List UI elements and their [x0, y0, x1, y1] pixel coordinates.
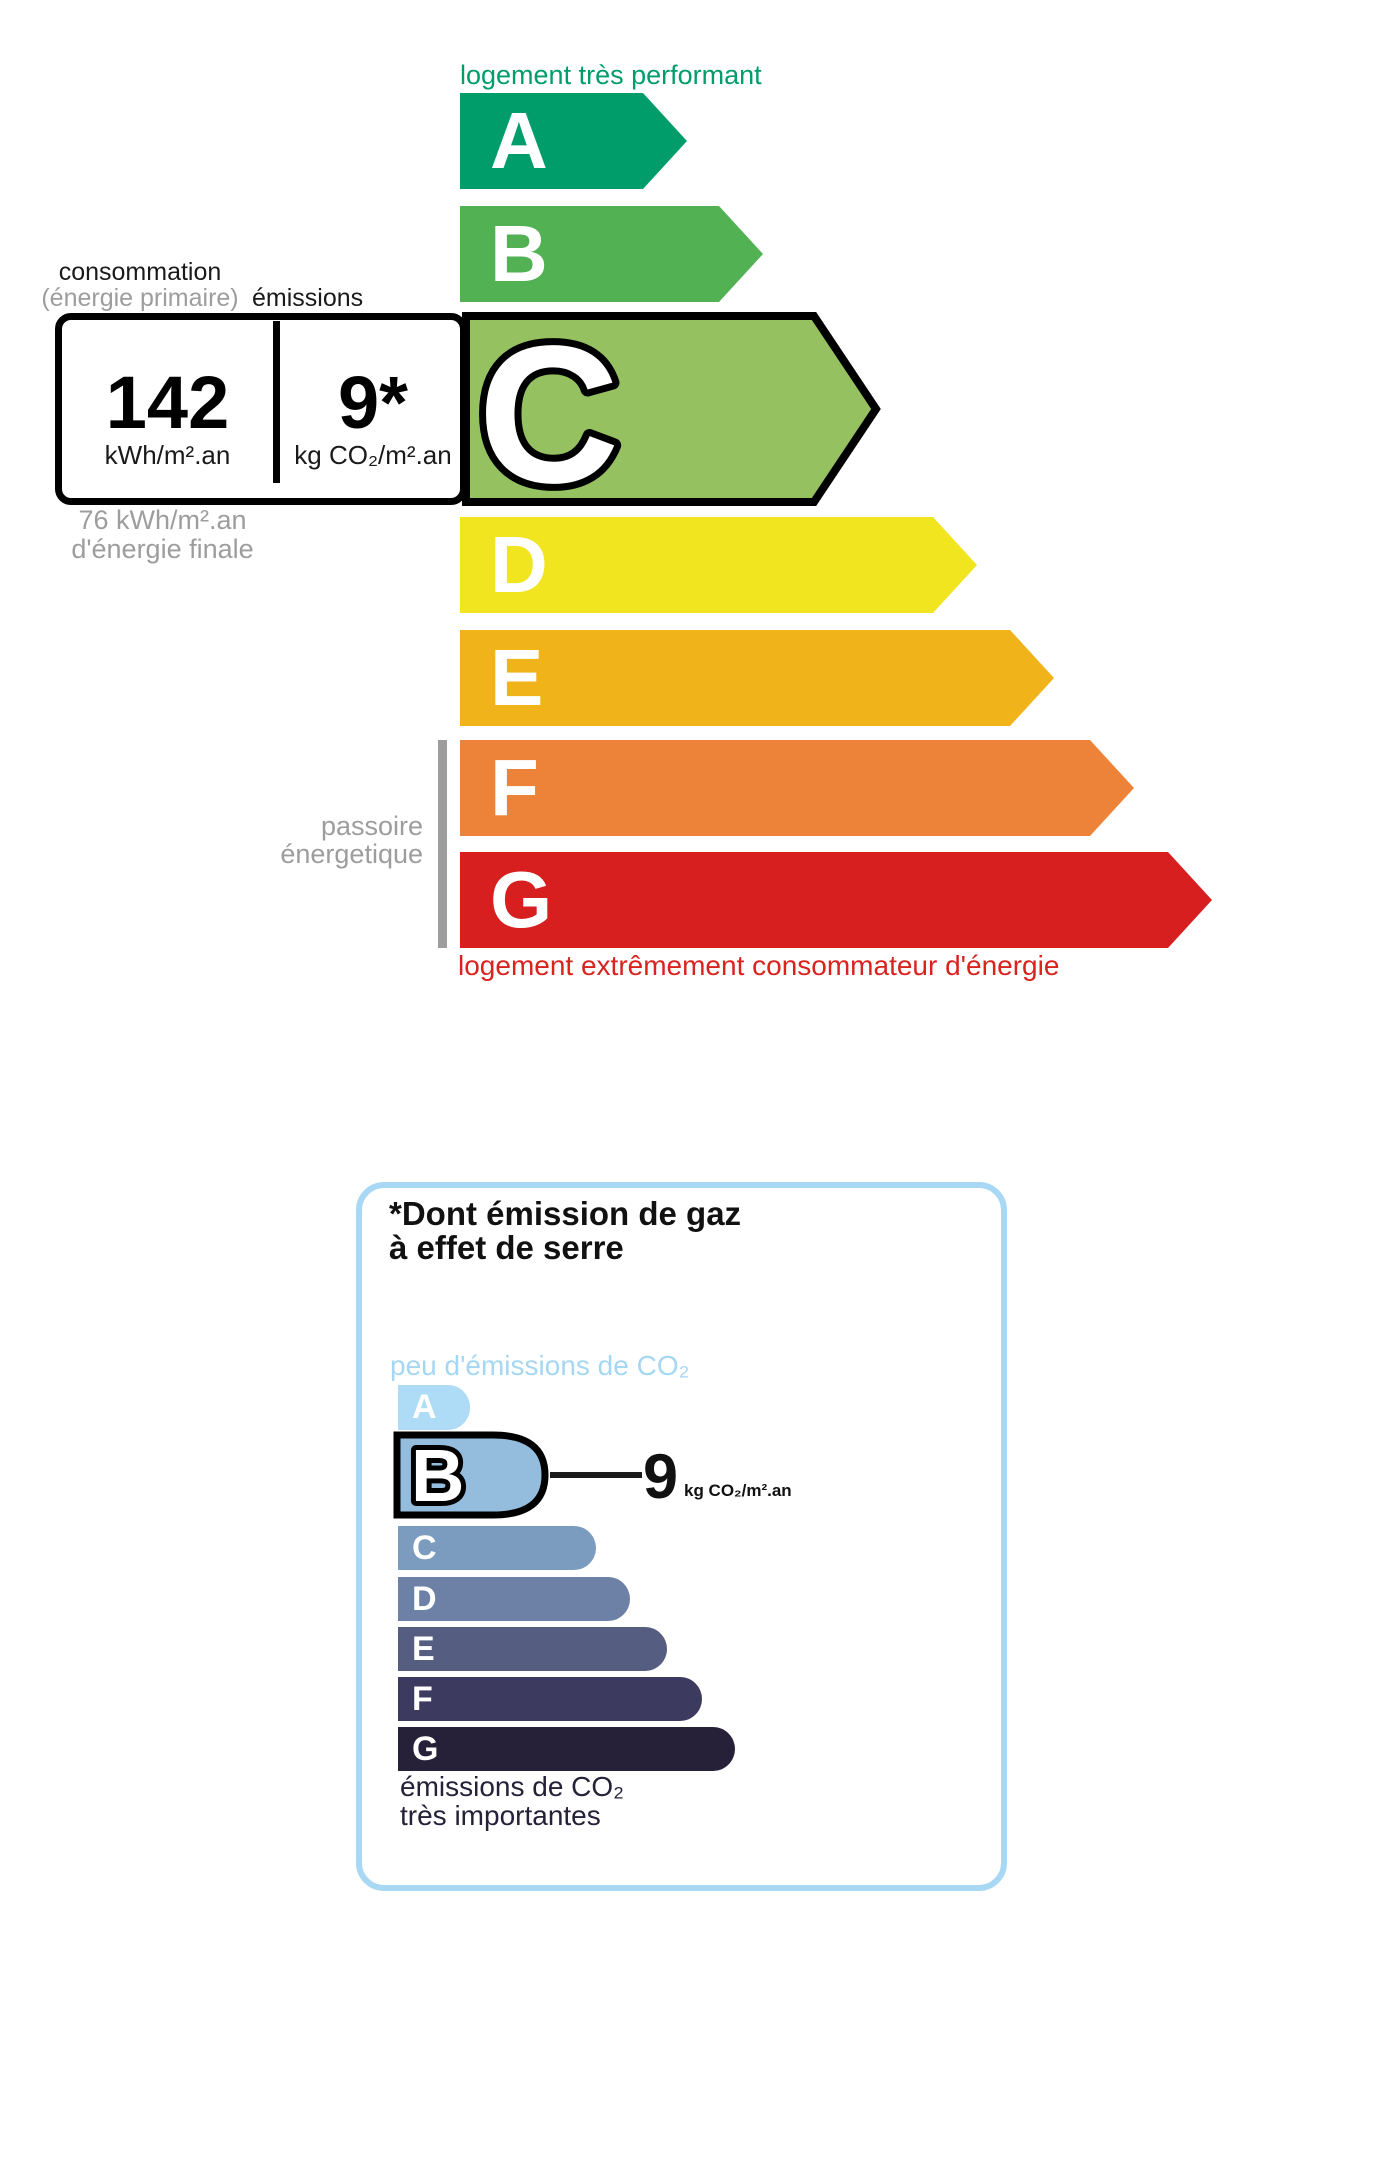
co2-bar-b-letter: B — [411, 1434, 464, 1517]
high-co2-label-line1: émissions de CO₂ — [400, 1771, 625, 1802]
co2-bar-f: F — [398, 1677, 702, 1721]
energy-arrow-g: G — [460, 852, 1212, 948]
primary-energy-subheader: (énergie primaire) — [41, 284, 239, 312]
consumption-value-box — [55, 313, 467, 505]
co2-emissions-value: 9* — [338, 361, 408, 444]
energy-arrow-e: E — [460, 630, 1054, 726]
co2-bar-b-shape — [393, 1431, 549, 1519]
energy-arrow-b: B — [460, 206, 763, 302]
energy-arrow-g-letter: G — [490, 855, 553, 944]
final-energy-note: 76 kWh/m².an d'énergie finale — [40, 506, 285, 564]
value-box-divider — [273, 321, 280, 483]
energy-consumption-unit: kWh/m².an — [104, 440, 231, 470]
passoire-label: passoire énergetique — [223, 812, 423, 868]
co2-bar-e: E — [398, 1627, 667, 1671]
final-energy-line2: d'énergie finale — [71, 534, 254, 564]
co2-bar-d-letter: D — [412, 1580, 437, 1618]
energy-arrow-f: F — [460, 740, 1134, 836]
co2-bar-e-letter: E — [412, 1630, 435, 1668]
energy-arrow-a-letter: A — [490, 96, 548, 185]
high-co2-label-line2: très importantes — [400, 1800, 601, 1831]
consumption-header: consommation — [58, 258, 222, 286]
high-co2-label: émissions de CO₂ très importantes — [400, 1772, 624, 1830]
co2-bar-c-letter: C — [412, 1529, 437, 1567]
co2-bar-g: G — [398, 1727, 735, 1771]
co2-bar-a-letter: A — [412, 1388, 437, 1426]
energy-arrow-d-letter: D — [490, 520, 548, 609]
co2-panel-value: 9 — [643, 1442, 679, 1512]
ghg-panel-title-line2: à effet de serre — [389, 1229, 624, 1266]
co2-value-pointer-line — [550, 1472, 642, 1478]
co2-bar-g-letter: G — [412, 1730, 439, 1768]
top-performance-label: logement très performant — [460, 60, 762, 90]
passoire-label-line1: passoire — [320, 811, 423, 841]
energy-arrow-a: A — [460, 93, 687, 189]
energy-arrow-d: D — [460, 517, 977, 613]
energy-arrow-f-letter: F — [490, 743, 539, 832]
co2-bar-c: C — [398, 1526, 596, 1570]
final-energy-line1: 76 kWh/m².an — [78, 505, 247, 535]
ghg-panel-title: *Dont émission de gaz à effet de serre — [389, 1197, 741, 1265]
energy-arrow-c-letter: C — [478, 312, 620, 506]
low-co2-label: peu d'émissions de CO₂ — [390, 1350, 690, 1381]
ghg-panel-title-line1: *Dont émission de gaz — [389, 1195, 742, 1232]
energy-arrow-c-active: C — [462, 312, 881, 506]
energy-arrow-e-letter: E — [490, 633, 544, 722]
co2-bar-d: D — [398, 1577, 630, 1621]
emissions-header: émissions — [252, 284, 364, 312]
passoire-label-line2: énergetique — [280, 839, 423, 869]
co2-emissions-unit: kg CO₂/m².an — [294, 440, 452, 470]
co2-panel-value-unit: kg CO₂/m².an — [684, 1481, 792, 1500]
co2-bar-a: A — [398, 1385, 470, 1430]
energy-consumption-value: 142 — [105, 361, 230, 444]
bottom-consumer-label: logement extrêmement consommateur d'éner… — [458, 950, 1060, 981]
co2-bar-b-active: B — [393, 1431, 549, 1521]
ghg-panel — [356, 1182, 1007, 1891]
co2-bar-f-letter: F — [412, 1680, 433, 1718]
energy-arrow-b-letter: B — [490, 209, 548, 298]
passoire-bracket-bar — [438, 740, 447, 948]
